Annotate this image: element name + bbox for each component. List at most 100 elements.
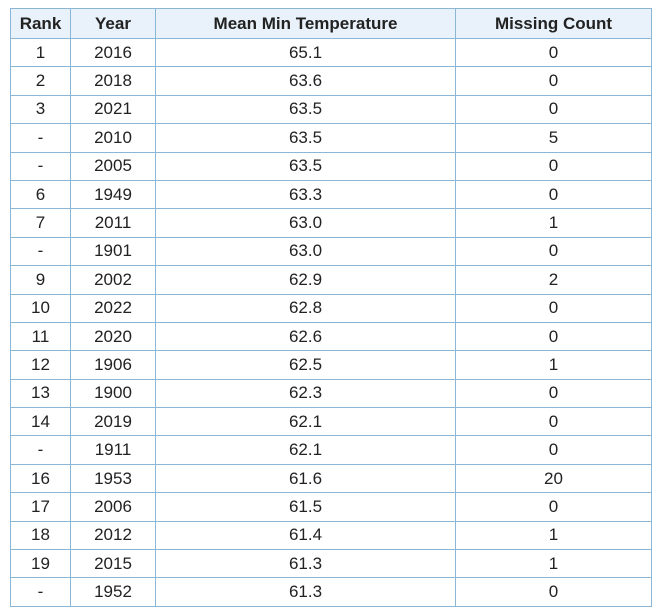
table-cell: 0: [455, 577, 652, 607]
table-cell: 62.8: [155, 293, 456, 323]
table-cell: 0: [455, 179, 652, 210]
table-cell: 2019: [70, 407, 156, 437]
table-cell: 0: [455, 321, 652, 352]
table-cell: 2022: [70, 293, 156, 323]
table-cell: 20: [455, 463, 652, 494]
table-row: -1911 62.1 0: [10, 435, 652, 465]
table-cell: 1906: [70, 350, 156, 380]
table-cell: -: [10, 151, 71, 181]
table-cell: 63.5: [155, 123, 456, 153]
table-cell: 19: [10, 549, 71, 579]
table-cell: 62.3: [155, 378, 456, 409]
table-row: 10 2022 62.8 0: [10, 293, 652, 323]
table-cell: 0: [455, 94, 652, 125]
table-body: 1 2016 65.1 0 2 2018 63.6 0 3 2021 63.5 0-2010 63.5 5…: [10, 37, 652, 607]
table-cell: 0: [455, 407, 652, 437]
table-cell: 62.9: [155, 265, 456, 295]
table-cell: 63.5: [155, 94, 456, 125]
table-cell: 0: [455, 236, 652, 267]
table-cell: 18: [10, 520, 71, 551]
table-cell: 3: [10, 94, 71, 125]
table-row: 13 1900 62.3 0: [10, 378, 652, 409]
table-cell: 2020: [70, 321, 156, 352]
column-header: Year: [70, 8, 156, 39]
table-cell: 11: [10, 321, 71, 352]
table-row: 17 2006 61.5 0: [10, 492, 652, 522]
table-cell: 62.6: [155, 321, 456, 352]
table-row: 3 2021 63.5 0: [10, 94, 652, 125]
table-cell: 63.6: [155, 66, 456, 96]
table-row: 1 2016 65.1 0: [10, 37, 652, 68]
table-cell: 1901: [70, 236, 156, 267]
table-cell: 2018: [70, 66, 156, 96]
table-cell: -: [10, 435, 71, 465]
table-row: -2005 63.5 0: [10, 151, 652, 181]
table-cell: 2010: [70, 123, 156, 153]
table-cell: 1900: [70, 378, 156, 409]
column-header: Missing Count: [455, 8, 652, 39]
table-cell: 62.1: [155, 407, 456, 437]
table-cell: 63.3: [155, 179, 456, 210]
table-cell: 2015: [70, 549, 156, 579]
table-cell: 63.0: [155, 208, 456, 238]
table-row: 2 2018 63.6 0: [10, 66, 652, 96]
table-cell: 62.5: [155, 350, 456, 380]
table-cell: 0: [455, 37, 652, 68]
table-cell: 2011: [70, 208, 156, 238]
table-row: 9 2002 62.9 2: [10, 265, 652, 295]
table-cell: 1: [455, 208, 652, 238]
table-cell: 2012: [70, 520, 156, 551]
table-cell: 61.3: [155, 577, 456, 607]
table-cell: 2002: [70, 265, 156, 295]
table-cell: 61.4: [155, 520, 456, 551]
table-head: Rank Year Mean Min Temperature Missing Coun…: [10, 8, 652, 39]
table-cell: -: [10, 236, 71, 267]
table-cell: 65.1: [155, 37, 456, 68]
table-cell: 61.3: [155, 549, 456, 579]
table-row: -1901 63.0 0: [10, 236, 652, 267]
table-cell: 7: [10, 208, 71, 238]
table-cell: 63.0: [155, 236, 456, 267]
table-cell: 62.1: [155, 435, 456, 465]
table-cell: 2021: [70, 94, 156, 125]
table-row: -2010 63.5 5: [10, 123, 652, 153]
table-row: 19 2015 61.3 1: [10, 549, 652, 579]
table-cell: 2: [455, 265, 652, 295]
table-cell: -: [10, 123, 71, 153]
table-cell: 1: [455, 350, 652, 380]
table-cell: 1949: [70, 179, 156, 210]
table-cell: 14: [10, 407, 71, 437]
table-cell: 1952: [70, 577, 156, 607]
table-cell: 1: [10, 37, 71, 68]
table-row: 14 2019 62.1 0: [10, 407, 652, 437]
table-cell: 13: [10, 378, 71, 409]
table-cell: 2016: [70, 37, 156, 68]
column-header: Mean Min Temperature: [155, 8, 456, 39]
table-cell: 0: [455, 492, 652, 522]
table-row: -1952 61.3 0: [10, 577, 652, 607]
table-cell: 17: [10, 492, 71, 522]
table-cell: 0: [455, 435, 652, 465]
column-header: Rank: [10, 8, 71, 39]
table-cell: 61.6: [155, 463, 456, 494]
table-row: 16 1953 61.6 20: [10, 463, 652, 494]
table-cell: 0: [455, 151, 652, 181]
table-row: 7 2011 63.0 1: [10, 208, 652, 238]
table-cell: 2006: [70, 492, 156, 522]
data-table: Rank Year Mean Min Temperature Missing Coun…: [10, 8, 652, 607]
table-cell: 16: [10, 463, 71, 494]
table-cell: 5: [455, 123, 652, 153]
table-cell: -: [10, 577, 71, 607]
table-cell: 1911: [70, 435, 156, 465]
table-cell: 0: [455, 293, 652, 323]
table-cell: 0: [455, 66, 652, 96]
table-cell: 0: [455, 378, 652, 409]
table-cell: 63.5: [155, 151, 456, 181]
header-row: Rank Year Mean Min Temperature Missing Coun…: [10, 8, 652, 39]
table-cell: 1: [455, 549, 652, 579]
table-cell: 9: [10, 265, 71, 295]
table-cell: 2005: [70, 151, 156, 181]
table-cell: 1: [455, 520, 652, 551]
table-row: 18 2012 61.4 1: [10, 520, 652, 551]
